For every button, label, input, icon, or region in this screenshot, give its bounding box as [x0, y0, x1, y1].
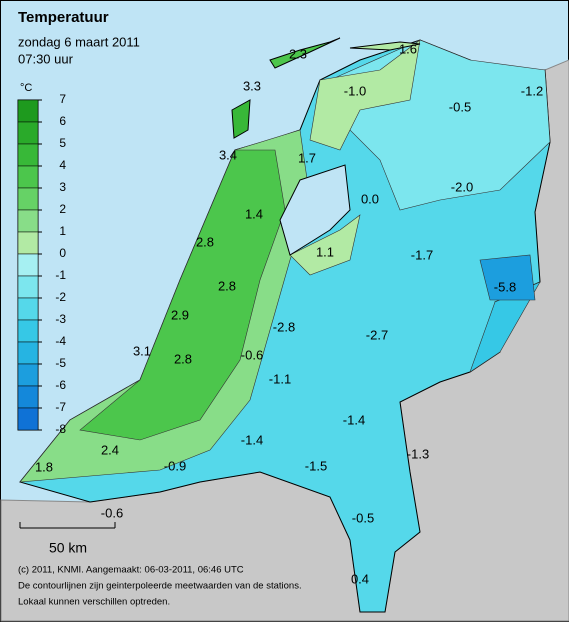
date: zondag 6 maart 2011 [18, 34, 140, 49]
station-value: 1.7 [298, 150, 316, 165]
station-value: -1.5 [305, 458, 327, 473]
station-value: -2.0 [451, 179, 473, 194]
station-value: -1.4 [241, 432, 263, 447]
legend-swatch [17, 253, 39, 277]
scale-label: 50 km [49, 540, 87, 556]
station-value: 1.1 [316, 244, 334, 259]
legend-label: -7 [55, 400, 66, 414]
legend-label: 6 [59, 114, 66, 128]
zone [479, 254, 536, 301]
station-value: -1.1 [269, 371, 291, 386]
station-value: -2.7 [366, 327, 388, 342]
station-value: 2.9 [171, 307, 189, 322]
legend-unit: °C [20, 82, 32, 94]
legend-swatch [17, 99, 39, 123]
footer: (c) 2011, KNMI. Aangemaakt: 06-03-2011, … [18, 565, 244, 576]
title: Temperatuur [18, 9, 109, 26]
station-value: 3.1 [133, 343, 151, 358]
station-value: -0.6 [101, 505, 123, 520]
station-value: -1.4 [343, 412, 365, 427]
legend-swatch [17, 231, 39, 255]
legend-swatch [17, 275, 39, 299]
station-value: 2.8 [218, 278, 236, 293]
station-value: -1.2 [521, 83, 543, 98]
legend-label: -2 [55, 290, 66, 304]
legend-swatch [17, 143, 39, 167]
legend-label: 0 [59, 246, 66, 260]
station-value: -5.8 [494, 279, 516, 294]
legend-swatch [17, 385, 39, 409]
legend-label: 3 [59, 180, 66, 194]
ijsselmeer [279, 164, 351, 256]
station-value: -0.9 [164, 458, 186, 473]
legend-swatch [17, 121, 39, 145]
legend-label: -8 [55, 422, 66, 436]
legend-label: 5 [59, 136, 66, 150]
legend-label: -1 [55, 268, 66, 282]
legend-label: -3 [55, 312, 66, 326]
station-value: 2.3 [289, 46, 307, 61]
station-value: 2.8 [196, 234, 214, 249]
legend-label: -6 [55, 378, 66, 392]
legend-swatch [17, 165, 39, 189]
legend-swatch [17, 341, 39, 365]
legend-swatch [17, 407, 39, 431]
legend-swatch [17, 187, 39, 211]
legend-swatch [17, 297, 39, 321]
station-value: 2.4 [101, 442, 119, 457]
legend-swatch [17, 319, 39, 343]
legend-label: -5 [55, 356, 66, 370]
station-value: -1.7 [411, 247, 433, 262]
island [269, 37, 341, 69]
footer: De contourlijnen zijn geinterpoleerde me… [18, 581, 302, 592]
island [231, 99, 251, 139]
station-value: 1.8 [35, 459, 53, 474]
legend-swatch [17, 363, 39, 387]
station-value: -1.3 [407, 446, 429, 461]
legend-label: 7 [59, 92, 66, 106]
station-value: 2.8 [174, 351, 192, 366]
time: 07:30 uur [18, 51, 74, 66]
station-value: -0.5 [449, 99, 471, 114]
station-value: -0.5 [352, 510, 374, 525]
station-value: 0.4 [351, 571, 369, 586]
legend-label: -4 [55, 334, 66, 348]
station-value: 1.4 [245, 206, 263, 221]
zone [79, 149, 286, 441]
station-value: 3.4 [219, 147, 237, 162]
legend-label: 1 [59, 224, 66, 238]
legend-label: 2 [59, 202, 66, 216]
station-value: 0.0 [361, 191, 379, 206]
zone [309, 39, 421, 151]
station-value: -2.8 [273, 319, 295, 334]
legend-label: 4 [59, 158, 66, 172]
legend-swatch [17, 209, 39, 233]
station-value: 1.6 [399, 41, 417, 56]
footer: Lokaal kunnen verschillen optreden. [18, 597, 170, 608]
station-value: 3.3 [243, 78, 261, 93]
island [349, 41, 421, 51]
station-value: -0.6 [241, 347, 263, 362]
zone [289, 214, 361, 276]
station-value: -1.0 [344, 83, 366, 98]
